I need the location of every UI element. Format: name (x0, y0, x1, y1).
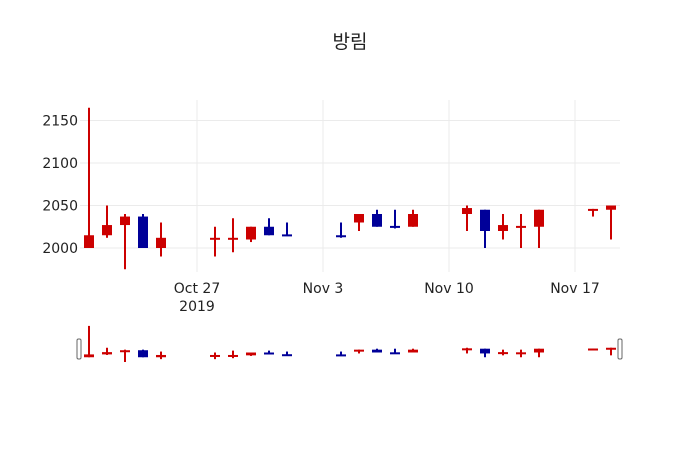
candle-body (606, 205, 616, 210)
x-tick-label: Oct 27 (174, 281, 220, 297)
candle-body (84, 235, 94, 248)
chart-title: 방림 (332, 31, 368, 53)
candle[interactable] (354, 214, 364, 231)
y-axis: 2000 2050 2100 2150 (42, 114, 78, 258)
candle-body (534, 209, 544, 227)
x-tick-label: Nov 10 (424, 281, 474, 297)
mini-candle (498, 349, 508, 356)
candle-body (138, 216, 148, 248)
candle[interactable] (408, 209, 418, 227)
range-slider-bg[interactable] (80, 330, 620, 366)
candle-body (354, 214, 364, 223)
candle[interactable] (156, 222, 166, 257)
mini-candle (120, 349, 130, 362)
candle-body (480, 209, 490, 231)
mini-candle (534, 348, 544, 358)
candle-body (282, 234, 292, 237)
mini-candle (372, 348, 382, 353)
x-axis: Oct 27 2019 Nov 3 Nov 10 Nov 17 (174, 281, 600, 315)
candle[interactable] (84, 107, 94, 248)
mini-candle (102, 347, 112, 355)
y-tick-label: 2000 (42, 241, 78, 257)
candle-body (588, 208, 598, 211)
candles[interactable] (84, 107, 616, 270)
mini-candle (606, 347, 616, 356)
mini-candle (336, 351, 346, 357)
candle-body (408, 214, 418, 227)
candle-body (228, 237, 238, 240)
grid (80, 100, 620, 272)
range-slider-left-handle[interactable] (76, 338, 82, 360)
candle-body (390, 225, 400, 228)
candle[interactable] (210, 226, 220, 257)
candle[interactable] (390, 209, 400, 229)
mini-candle (264, 350, 274, 355)
candle-body (246, 226, 256, 240)
candle[interactable] (462, 205, 472, 232)
mini-candle (282, 351, 292, 357)
candle[interactable] (516, 214, 526, 248)
mini-candle (228, 350, 238, 359)
mini-candle (462, 347, 472, 354)
mini-candle (354, 349, 364, 354)
mini-candle (156, 351, 166, 360)
mini-candle (480, 348, 490, 358)
candle[interactable] (120, 214, 130, 270)
candle[interactable] (606, 205, 616, 240)
candle-body (210, 237, 220, 240)
range-slider[interactable] (76, 325, 623, 366)
candle-body (264, 226, 274, 236)
candle-body (462, 208, 472, 214)
candle-body (120, 216, 130, 226)
mini-candle (408, 348, 418, 353)
range-slider-right-handle[interactable] (617, 338, 623, 360)
candle[interactable] (588, 208, 598, 217)
mini-candle (210, 352, 220, 360)
candle[interactable] (102, 205, 112, 238)
y-tick-label: 2100 (42, 156, 78, 172)
candle-body (498, 225, 508, 231)
candle[interactable] (498, 214, 508, 240)
candle-body (372, 214, 382, 227)
x-tick-label: Nov 3 (303, 281, 344, 297)
x-tick-year-label: 2019 (179, 299, 215, 315)
candle[interactable] (372, 209, 382, 227)
mini-candle (84, 325, 94, 358)
y-tick-label: 2150 (42, 114, 78, 130)
mini-candle (588, 348, 598, 351)
candle[interactable] (228, 218, 238, 253)
mini-candle (138, 349, 148, 358)
candle-body (156, 237, 166, 248)
candle-body (336, 235, 346, 238)
candle[interactable] (336, 222, 346, 238)
x-tick-label: Nov 17 (550, 281, 600, 297)
candle[interactable] (246, 226, 256, 243)
candle-body (102, 225, 112, 236)
mini-candle (246, 352, 256, 356)
mini-candle (516, 349, 526, 358)
candle[interactable] (480, 209, 490, 248)
y-tick-label: 2050 (42, 199, 78, 215)
candle[interactable] (534, 209, 544, 248)
candle[interactable] (282, 222, 292, 237)
candle[interactable] (138, 214, 148, 248)
mini-candle (390, 348, 400, 355)
candle-body (516, 225, 526, 228)
candle[interactable] (264, 218, 274, 236)
